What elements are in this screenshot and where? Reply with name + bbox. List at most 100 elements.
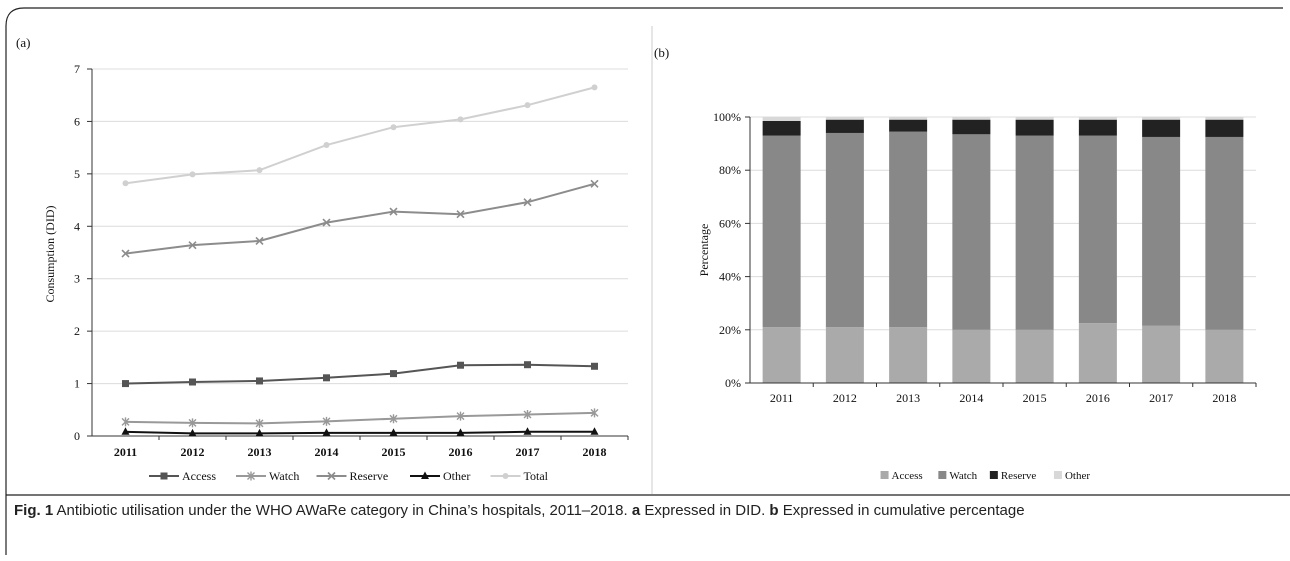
data-point-other bbox=[389, 428, 398, 436]
legend-label-watch: Watch bbox=[949, 470, 977, 482]
legend-item-reserve: Reserve bbox=[989, 470, 1037, 482]
panel-a-label: (a) bbox=[16, 35, 30, 50]
legend-marker-access bbox=[160, 472, 168, 480]
data-point-reserve bbox=[590, 179, 599, 188]
legend-item-other: Other bbox=[410, 469, 470, 483]
data-point-reserve bbox=[389, 207, 398, 216]
panel-b-y-tick-label: 80% bbox=[719, 163, 741, 177]
data-point-access bbox=[256, 377, 263, 385]
legend-swatch-reserve bbox=[989, 471, 998, 479]
data-point-total bbox=[524, 102, 531, 109]
bar-segment-watch bbox=[1205, 136, 1244, 330]
panel-a-x-tick-label: 2016 bbox=[449, 445, 473, 459]
data-point-other bbox=[456, 428, 465, 436]
legend-label-watch: Watch bbox=[269, 469, 299, 483]
panel-b-y-tick-label: 40% bbox=[719, 270, 741, 284]
bar-segment-reserve bbox=[1205, 119, 1244, 137]
panel-b-x-tick-label: 2013 bbox=[896, 391, 920, 405]
data-point-total bbox=[122, 180, 129, 187]
panel-a-y-tick-label: 6 bbox=[74, 114, 80, 128]
caption-label-a: a bbox=[631, 502, 641, 519]
panel-a-x-tick-label: 2013 bbox=[248, 445, 272, 459]
bar-segment-access bbox=[1078, 323, 1117, 383]
panel-a-y-tick-labels: 0 1 2 3 4 5 6 7 bbox=[74, 62, 80, 443]
series-line-access bbox=[125, 363, 595, 385]
bar-segment-access bbox=[952, 329, 991, 383]
panel-b-y-tick-labels: 0% 20% 40% 60% 80% 100% bbox=[713, 110, 741, 390]
legend-item-other: Other bbox=[1053, 470, 1090, 482]
data-point-reserve bbox=[121, 249, 130, 258]
legend-label-total: Total bbox=[524, 469, 549, 483]
bar-segment-access bbox=[1205, 329, 1244, 383]
data-point-access bbox=[122, 380, 129, 388]
caption-text-1: Antibiotic utilisation under the WHO AWa… bbox=[53, 502, 632, 519]
data-point-other bbox=[188, 428, 197, 437]
data-point-access bbox=[390, 370, 397, 378]
data-point-other bbox=[590, 427, 599, 435]
data-point-access bbox=[457, 361, 464, 369]
bar-segment-reserve bbox=[1078, 119, 1117, 136]
panel-a-y-tick-label: 1 bbox=[74, 377, 80, 391]
series-line-watch bbox=[125, 411, 595, 425]
bar-segment-watch bbox=[762, 135, 801, 328]
legend-item-total: Total bbox=[490, 469, 549, 483]
data-point-watch bbox=[389, 414, 398, 424]
data-point-reserve bbox=[255, 236, 264, 246]
bar-segment-access bbox=[1015, 329, 1054, 383]
panel-b-axes bbox=[749, 117, 1257, 387]
panel-b-bars bbox=[762, 117, 1244, 383]
legend-label-access: Access bbox=[892, 470, 923, 482]
panel-b-x-tick-label: 2015 bbox=[1023, 391, 1047, 405]
bar-segment-other bbox=[889, 117, 928, 120]
legend-label-reserve: Reserve bbox=[1001, 470, 1037, 482]
data-point-reserve bbox=[322, 218, 331, 227]
bar-segment-reserve bbox=[762, 120, 801, 136]
panel-a-y-tick-label: 7 bbox=[74, 62, 80, 76]
bar-segment-other bbox=[1078, 117, 1117, 120]
data-point-other bbox=[523, 427, 532, 435]
panel-b-label: (b) bbox=[654, 45, 669, 60]
data-point-total bbox=[591, 84, 598, 91]
bar-segment-watch bbox=[889, 131, 928, 328]
caption-fig-label: Fig. 1 bbox=[14, 502, 54, 519]
legend-item-access: Access bbox=[149, 469, 216, 483]
panel-a-gridlines bbox=[87, 68, 628, 437]
bar-segment-reserve bbox=[1015, 119, 1054, 136]
bar-segment-other bbox=[762, 117, 801, 121]
bar-segment-reserve bbox=[825, 119, 864, 133]
bar-segment-watch bbox=[1078, 135, 1117, 324]
data-point-other bbox=[121, 427, 130, 435]
legend-item-watch: Watch bbox=[938, 470, 978, 482]
legend-label-other: Other bbox=[1065, 470, 1090, 482]
panel-a-y-tick-label: 0 bbox=[74, 429, 80, 443]
data-point-access bbox=[524, 361, 531, 369]
data-point-other bbox=[255, 428, 264, 437]
bar-segment-other bbox=[1015, 117, 1054, 120]
bar-segment-reserve bbox=[952, 119, 991, 135]
legend-swatch-other bbox=[1053, 471, 1062, 479]
bar-segment-other bbox=[825, 117, 864, 120]
bar-segment-access bbox=[1142, 325, 1181, 383]
panel-a-x-tick-label: 2012 bbox=[181, 445, 205, 459]
legend-item-reserve: Reserve bbox=[316, 469, 388, 483]
panel-a-x-tick-label: 2017 bbox=[516, 445, 540, 459]
legend-label-access: Access bbox=[182, 469, 216, 483]
panel-b-stacked-bar-chart: (b) Percentage 0%20%40%60%80%100% 2011 20… bbox=[654, 45, 1257, 482]
data-point-reserve bbox=[456, 210, 465, 219]
bar-segment-access bbox=[762, 327, 801, 383]
panel-b-y-tick-label: 100% bbox=[713, 110, 741, 124]
panel-b-y-tick-label: 20% bbox=[719, 323, 741, 337]
bar-segment-watch bbox=[952, 134, 991, 330]
panel-b-x-tick-label: 2012 bbox=[833, 391, 857, 405]
panel-a-x-tick-label: 2015 bbox=[382, 445, 406, 459]
bar-segment-other bbox=[952, 117, 991, 120]
data-point-total bbox=[323, 142, 330, 149]
series-line-other bbox=[125, 430, 595, 435]
data-point-total bbox=[189, 171, 196, 178]
panel-a-x-tick-labels: 2011 2012 2013 2014 2015 2016 2017 2018 bbox=[114, 445, 607, 459]
panel-b-x-tick-labels: 2011 2012 2013 2014 2015 2016 2017 2018 bbox=[770, 391, 1237, 405]
series-line-total bbox=[125, 86, 595, 185]
panel-b-x-tick-label: 2011 bbox=[770, 391, 794, 405]
data-point-reserve bbox=[188, 241, 197, 250]
